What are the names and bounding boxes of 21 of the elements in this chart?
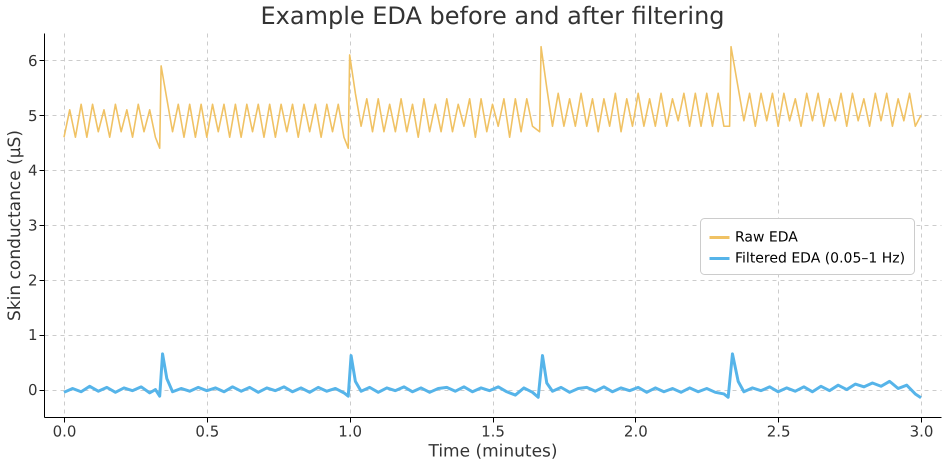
chart-title: Example EDA before and after filtering: [260, 2, 725, 30]
line-series: [63, 46, 922, 149]
y-tick-label: 4: [28, 162, 38, 180]
y-tick-label: 3: [28, 216, 38, 234]
x-tick-label: 2.5: [766, 422, 791, 440]
y-axis-title: Skin conductance (µS): [4, 130, 25, 321]
y-tick-label: 1: [28, 326, 38, 344]
x-tick-label: 1.0: [338, 422, 362, 440]
x-tick-label: 0.0: [52, 422, 76, 440]
x-tick-label: 0.5: [195, 422, 220, 440]
legend-label: Raw EDA: [735, 230, 798, 246]
y-tick-label: 2: [28, 271, 38, 290]
y-tick-label: 5: [28, 106, 38, 125]
x-axis-title: Time (minutes): [427, 442, 558, 462]
line-series: [62, 352, 923, 400]
x-tick-label: 2.0: [624, 422, 648, 440]
x-tick-label: 1.5: [481, 422, 505, 440]
y-tick-label: 6: [28, 52, 38, 70]
y-tick-label: 0: [28, 381, 38, 400]
legend-label: Filtered EDA (0.05–1 Hz): [735, 250, 906, 266]
x-tick-label: 3.0: [910, 422, 934, 440]
